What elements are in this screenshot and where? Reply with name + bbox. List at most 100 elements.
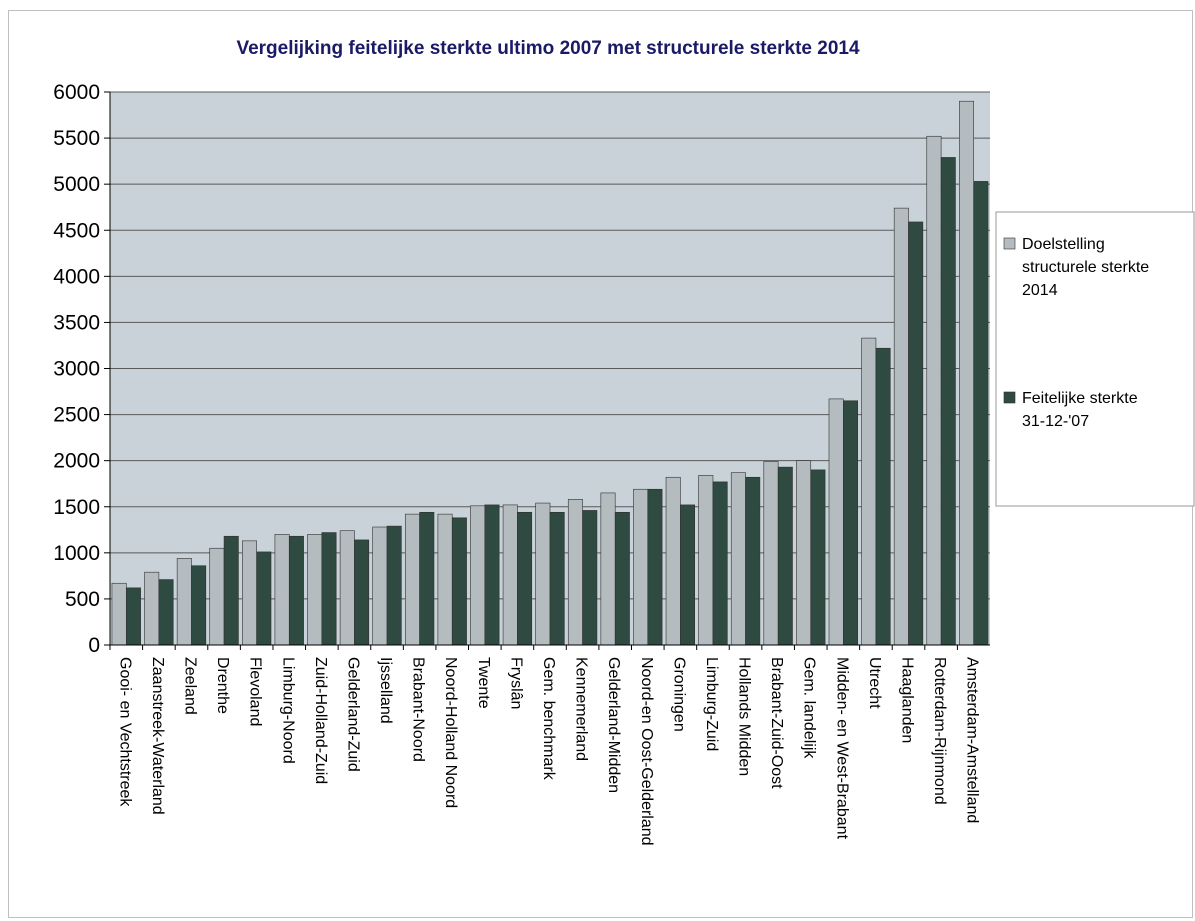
bar-s1-11 <box>470 505 486 646</box>
x-tick-label: Gelderland-Midden <box>605 657 622 793</box>
x-tick-label: Brabant-Noord <box>410 657 427 762</box>
bar-s1-19 <box>730 472 746 646</box>
x-tick-label: Brabant-Zuid-Oost <box>768 657 785 789</box>
x-tick-label: Haaglanden <box>899 657 916 743</box>
legend-label: Feitelijke sterkte <box>1022 390 1138 407</box>
x-tick-label: Utrecht <box>866 657 883 709</box>
bar-s1-3 <box>209 547 225 646</box>
bar-s2-2 <box>191 565 207 646</box>
legend-label: Doelstelling <box>1022 236 1105 253</box>
x-tick-label: Noord-Holland Noord <box>442 657 459 808</box>
bar-s1-25 <box>926 135 942 646</box>
bar-s1-26 <box>959 100 975 646</box>
x-tick-label: Limburg-Zuid <box>703 657 720 751</box>
x-tick-label: Gelderland-Zuid <box>344 657 361 772</box>
bar-s2-9 <box>419 511 435 646</box>
bar-s2-13 <box>549 511 565 646</box>
y-tick-label: 2000 <box>53 450 100 473</box>
bar-s1-7 <box>339 530 355 646</box>
bar-s2-16 <box>647 488 663 646</box>
legend-box <box>995 211 1195 507</box>
bar-s1-24 <box>893 207 909 646</box>
bar-s2-0 <box>125 587 141 646</box>
y-tick-label: 5500 <box>53 127 100 150</box>
x-tick-label: Kennemerland <box>573 657 590 761</box>
y-tick-label: 6000 <box>53 81 100 104</box>
x-tick-label: Gem. landelijk <box>801 657 818 759</box>
bar-s1-12 <box>502 504 518 646</box>
bar-s1-22 <box>828 398 844 646</box>
bar-s1-4 <box>242 540 257 646</box>
x-tick-label: Noord-en Oost-Gelderland <box>638 657 655 846</box>
bar-s1-10 <box>437 513 453 646</box>
bar-s2-3 <box>223 535 239 646</box>
x-tick-label: Amsterdam-Amstelland <box>964 657 981 823</box>
legend: Doelstelling structurele sterkte 2014 Feite… <box>995 211 1195 507</box>
bar-s1-0 <box>111 582 127 646</box>
x-tick-label: Hollands Midden <box>736 657 753 776</box>
y-tick-label: 0 <box>88 634 100 657</box>
legend-swatch-1 <box>1003 237 1016 250</box>
x-tick-label: Rotterdam-Rijnmond <box>931 657 948 805</box>
bar-s1-17 <box>665 476 681 646</box>
bar-s2-17 <box>680 504 696 646</box>
bar-s1-2 <box>176 558 192 646</box>
bar-s2-26 <box>973 181 989 646</box>
bar-s2-15 <box>614 511 630 646</box>
y-tick-label: 1000 <box>53 542 100 565</box>
bar-s2-1 <box>158 579 174 646</box>
bar-s2-12 <box>517 511 533 646</box>
y-tick-label: 5000 <box>53 173 100 196</box>
bar-s2-11 <box>484 504 500 646</box>
x-axis-ticks: Gooi- en Vechtstreek Zaanstreek-Waterland… <box>109 645 981 846</box>
bar-s1-6 <box>307 534 323 646</box>
y-tick-label: 2500 <box>53 404 100 427</box>
bar-s1-16 <box>633 488 649 646</box>
x-tick-label: Twente <box>475 657 492 709</box>
x-tick-label: Flevoland <box>247 657 264 726</box>
bar-s1-13 <box>535 502 551 646</box>
y-tick-label: 3500 <box>53 311 100 334</box>
x-tick-label: Drenthe <box>214 657 231 714</box>
x-tick-label: Gem. benchmark <box>540 657 557 781</box>
bar-s2-20 <box>777 466 793 646</box>
bar-s1-15 <box>600 492 616 646</box>
y-tick-label: 3000 <box>53 358 100 381</box>
legend-label: 31-12-'07 <box>1022 413 1089 430</box>
legend-label: 2014 <box>1022 282 1058 299</box>
bar-s2-8 <box>386 525 402 646</box>
legend-label: structurele sterkte <box>1022 259 1149 276</box>
bar-s1-21 <box>796 460 812 646</box>
bar-s2-7 <box>354 539 370 646</box>
bar-s2-23 <box>875 347 891 646</box>
x-tick-label: Limburg-Noord <box>279 657 296 764</box>
bar-s1-5 <box>274 534 290 646</box>
bar-s1-23 <box>861 337 877 646</box>
bar-s2-24 <box>908 221 924 646</box>
x-tick-label: Zuid-Holland-Zuid <box>312 657 329 784</box>
bar-s1-20 <box>763 461 779 646</box>
bar-s1-1 <box>144 571 160 646</box>
bar-s2-14 <box>582 510 598 646</box>
bars <box>111 100 989 646</box>
bar-s2-25 <box>940 157 956 646</box>
bar-s2-18 <box>712 481 728 646</box>
x-tick-label: Midden- en West-Brabant <box>833 657 850 840</box>
x-tick-label: Zaanstreek-Waterland <box>149 657 166 815</box>
bar-s2-4 <box>256 551 272 646</box>
bar-s2-21 <box>810 469 826 646</box>
bar-s2-19 <box>745 476 761 646</box>
y-tick-label: 4500 <box>53 219 100 242</box>
chart-title: Vergelijking feitelijke sterkte ultimo 2… <box>236 38 859 59</box>
y-tick-label: 500 <box>65 588 100 611</box>
x-tick-label: Groningen <box>670 657 687 732</box>
y-axis-ticks: 0 500 1000 1500 2000 2500 3000 3500 4000 4500 5000… <box>53 81 110 657</box>
x-tick-label: Gooi- en Vechtstreek <box>116 657 133 807</box>
bar-s2-6 <box>321 532 337 646</box>
bar-s1-18 <box>698 475 714 646</box>
x-tick-label: Ijsselland <box>377 657 394 724</box>
y-tick-label: 4000 <box>53 265 100 288</box>
bar-s1-9 <box>404 513 420 646</box>
x-tick-label: Zeeland <box>181 657 198 715</box>
